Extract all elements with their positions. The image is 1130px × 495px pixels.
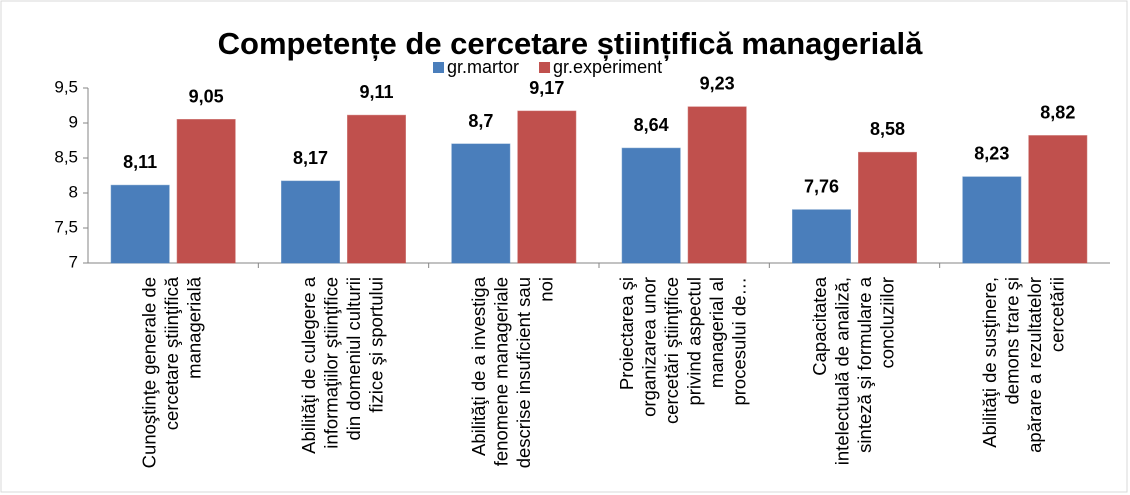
x-tick-label-line: informaţiilor ştiinţifice	[320, 277, 341, 449]
x-tick-label: Capacitateaintelectuală de analiză,sinte…	[809, 276, 898, 465]
legend-swatch	[433, 62, 444, 73]
x-tick-label-line: Abilităţi de a investiga	[468, 276, 489, 456]
x-tick-label-line: descrise insuficient sau	[513, 277, 534, 468]
value-label: 8,58	[870, 119, 905, 139]
x-tick-label: Abilităţi de susţinere,demons trare şiap…	[979, 277, 1067, 453]
value-label: 9,11	[359, 82, 393, 102]
x-tick-label: Abilităţi de a investigafenomene manager…	[468, 276, 557, 468]
x-tick-label: Cunoştinţe generale decercetare ştiinţif…	[139, 276, 205, 468]
bar	[621, 147, 681, 264]
y-tick-label: 8	[69, 182, 78, 201]
y-tick-label: 8,5	[54, 147, 78, 166]
legend-label: gr.martor	[447, 57, 519, 77]
x-tick-label-line: managerial al	[706, 277, 727, 388]
x-tick-label-line: Proiectarea şi	[616, 277, 637, 390]
x-tick-label: Abilităţi de culegere ainformaţiilor şti…	[298, 276, 387, 454]
chart-title: Competențe de cercetare științifică mana…	[218, 26, 923, 61]
x-tick-label-line: Abilităţi de susţinere,	[979, 277, 1000, 448]
value-label: 9,05	[189, 86, 224, 106]
x-tick-label-line: intelectuală de analiză,	[831, 277, 852, 465]
y-tick-label: 7	[69, 252, 78, 271]
x-tick-label-line: privind aspectul	[683, 277, 704, 406]
bar	[1028, 135, 1088, 264]
x-tick-label-line: cercetare ştiinţifică	[161, 276, 182, 430]
bar	[517, 110, 577, 264]
value-label: 9,17	[529, 78, 564, 98]
x-tick-label-line: cercetări ştiinţifice	[661, 277, 682, 424]
x-tick-label-line: concluziilor	[876, 277, 897, 369]
x-tick-label-line: din domeniul culturii	[343, 277, 364, 441]
bar	[792, 209, 851, 264]
x-tick-label-line: organizarea unor	[638, 277, 659, 417]
x-tick-label-line: cercetării	[1046, 277, 1067, 352]
value-label: 8,82	[1040, 102, 1075, 122]
bar	[858, 151, 917, 264]
y-tick-label: 7,5	[54, 217, 78, 236]
x-tick-label-line: Abilităţi de culegere a	[298, 276, 319, 454]
x-tick-label-line: managerială	[184, 276, 205, 379]
value-label: 8,7	[468, 111, 493, 131]
x-tick-label-line: apărare a rezultatelor	[1024, 277, 1045, 453]
x-tick-label-line: fenomene manageriale	[490, 277, 511, 466]
x-tick-label-line: procesului de…	[728, 277, 749, 406]
x-tick-label-line: noi	[535, 277, 556, 302]
bar	[176, 119, 236, 264]
value-label: 7,76	[804, 177, 839, 197]
x-tick-label: Proiectarea şiorganizarea unorcercetări …	[616, 277, 750, 424]
x-tick-label-line: fizice şi sportului	[365, 277, 386, 413]
value-label: 8,17	[293, 148, 328, 168]
x-tick-label-line: Cunoştinţe generale de	[139, 277, 160, 468]
x-tick-label-line: demons trare şi	[1001, 277, 1022, 405]
x-tick-label-line: Capacitatea	[809, 276, 830, 375]
bar	[347, 114, 406, 264]
bar	[687, 106, 747, 264]
value-label: 8,64	[634, 115, 669, 135]
value-label: 8,11	[123, 152, 157, 172]
legend-label: gr.experiment	[553, 57, 662, 77]
x-tick-label-line: sinteză şi formulare a	[854, 276, 875, 453]
bar	[110, 184, 170, 264]
y-tick-label: 9	[69, 112, 78, 131]
value-label: 9,23	[700, 74, 735, 94]
bar	[451, 143, 511, 264]
bar	[962, 176, 1022, 264]
value-label: 8,23	[974, 144, 1009, 164]
bar	[281, 180, 340, 264]
y-tick-label: 9,5	[54, 77, 78, 96]
legend-swatch	[539, 62, 551, 73]
